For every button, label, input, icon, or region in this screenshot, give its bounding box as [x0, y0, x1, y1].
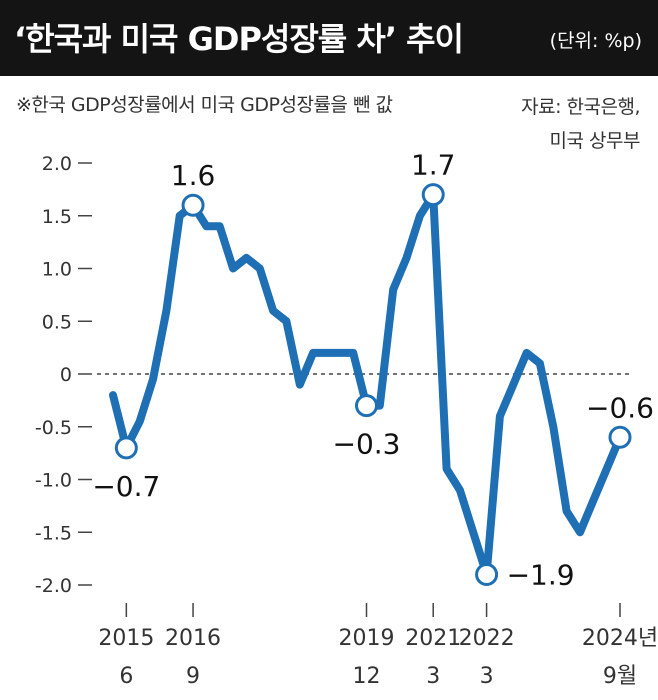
y-tick-label: -1.5 — [35, 522, 72, 544]
data-label: 1.7 — [411, 149, 456, 182]
data-label: −0.7 — [92, 470, 160, 503]
y-tick-label: -2.0 — [35, 575, 72, 597]
y-tick-label: -0.5 — [35, 417, 72, 439]
data-point-marker — [608, 425, 632, 449]
data-label: 1.6 — [171, 159, 216, 192]
x-tick-label: 2015 — [98, 626, 154, 651]
y-tick-label: -1.0 — [35, 470, 72, 492]
data-point-marker — [181, 193, 205, 217]
marker-layer — [114, 183, 632, 586]
y-tick-label: 0 — [60, 364, 72, 386]
x-tick-sublabel: 3 — [426, 664, 440, 689]
x-tick-sublabel: 12 — [353, 664, 381, 689]
x-axis: 2015 6 2016 9 2019 12 2021 3 2022 3 2024년 9월 — [98, 603, 658, 689]
y-axis: 2.0 1.5 1.0 0.5 0 -0.5 -1.0 -1.5 -2.0 — [35, 153, 630, 597]
y-tick-label: 1.5 — [42, 206, 72, 228]
data-label: −0.6 — [586, 391, 654, 424]
data-point-marker — [475, 562, 499, 586]
annotation-layer: −0.7 1.6 −0.3 1.7 −1.9 −0.6 — [92, 149, 654, 592]
y-tick-label: 1.0 — [42, 259, 72, 281]
x-tick-label: 2016 — [165, 626, 221, 651]
y-tick-label: 0.5 — [42, 311, 72, 333]
data-point-marker — [355, 394, 378, 418]
y-tick-label: 2.0 — [42, 153, 72, 175]
x-tick-sublabel: 9월 — [603, 664, 637, 689]
chart-title: ‘한국과 미국 GDP성장률 차’ 추이 — [14, 20, 464, 58]
data-label: −1.9 — [507, 558, 575, 591]
x-tick-label: 2022 — [459, 626, 515, 651]
source-note: 자료: 한국은행, 미국 상무부 — [521, 90, 640, 158]
x-tick-sublabel: 6 — [119, 664, 133, 689]
data-point-marker — [114, 436, 138, 460]
series-line — [109, 190, 624, 579]
x-tick-label: 2021 — [405, 626, 461, 651]
data-label: −0.3 — [333, 428, 401, 461]
source-line-2: 미국 상무부 — [549, 130, 641, 152]
x-tick-label: 2019 — [339, 626, 395, 651]
x-tick-sublabel: 3 — [480, 664, 494, 689]
chart-note: ※한국 GDP성장률에서 미국 GDP성장률을 뺀 값 — [16, 94, 393, 116]
series-layer — [109, 190, 624, 579]
unit-label: (단위: %p) — [549, 30, 642, 52]
x-tick-label: 2024년 — [582, 626, 658, 651]
source-line-1: 자료: 한국은행, — [521, 96, 640, 118]
title-bar: ‘한국과 미국 GDP성장률 차’ 추이 (단위: %p) — [0, 0, 658, 76]
x-tick-sublabel: 9 — [186, 664, 200, 689]
data-point-marker — [421, 183, 445, 207]
